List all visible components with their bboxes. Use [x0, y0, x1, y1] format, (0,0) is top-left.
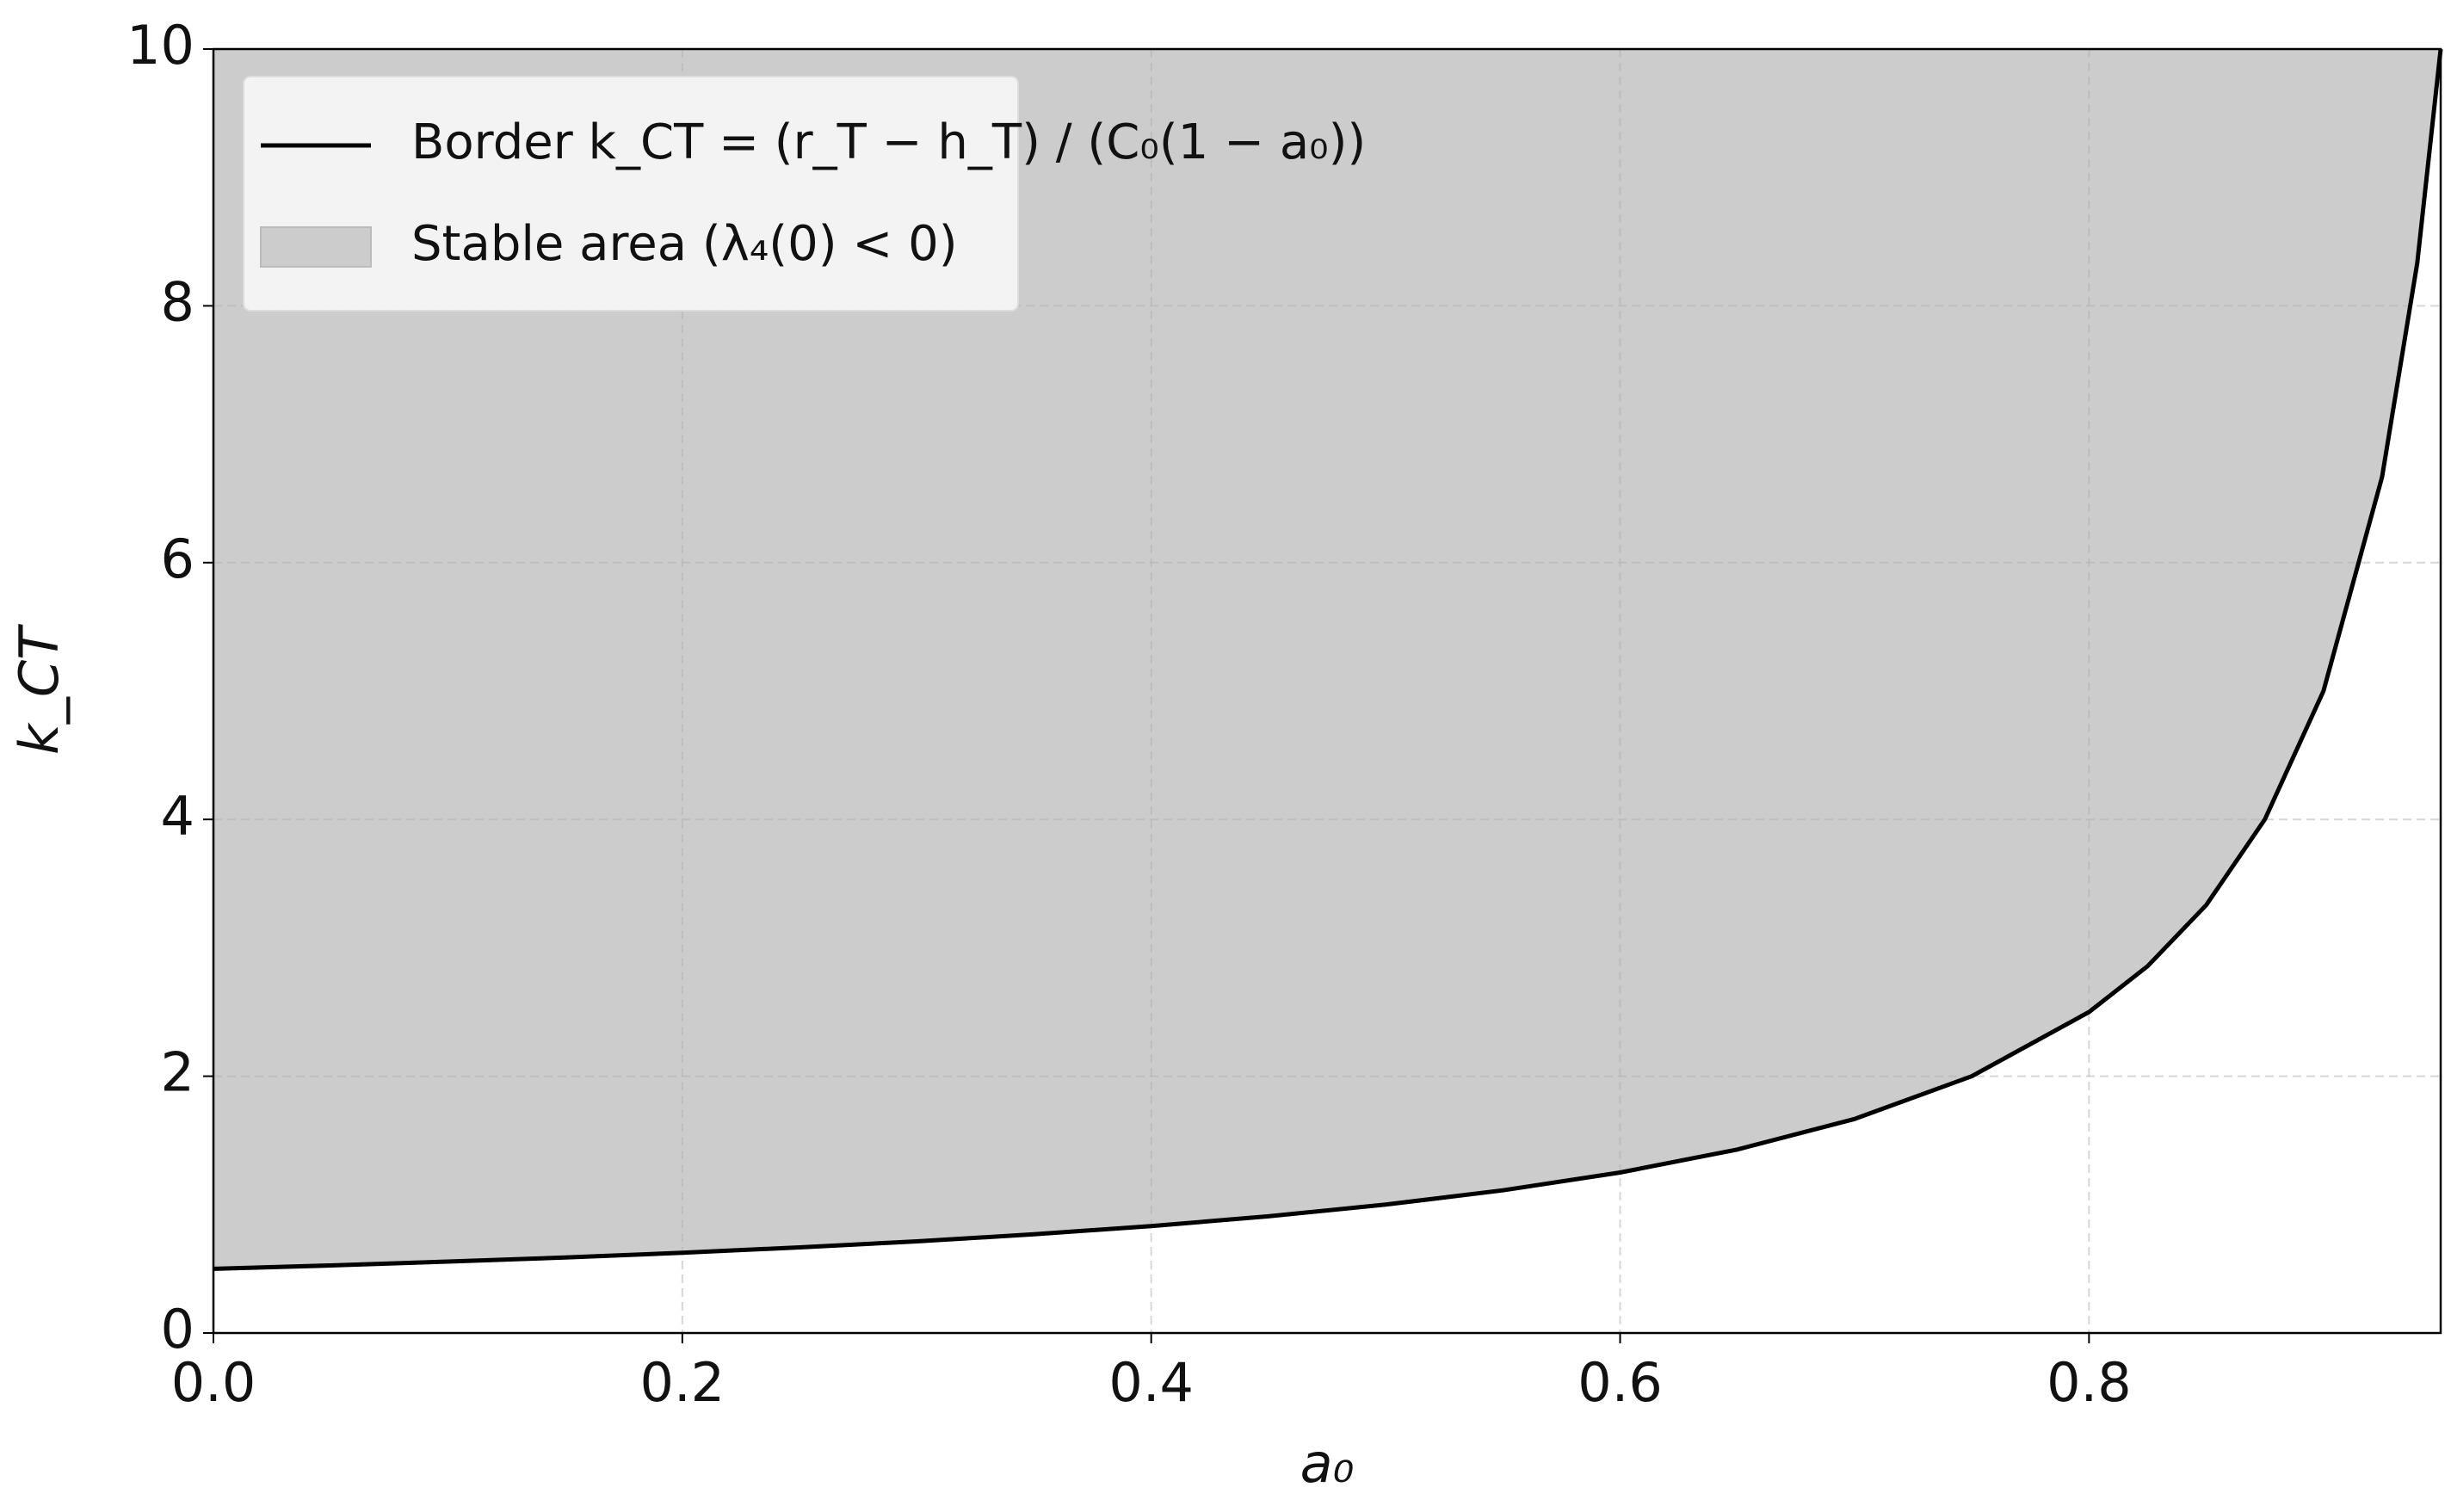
y-tick-label: 8	[161, 270, 194, 333]
x-tick-label: 0.2	[640, 1351, 725, 1414]
x-axis-label: a₀	[1300, 1432, 1355, 1495]
legend-swatch	[260, 226, 372, 268]
border-line	[213, 48, 2443, 1271]
y-tick-label: 6	[161, 528, 194, 590]
x-tick-label: 0.8	[2047, 1351, 2132, 1414]
stable-area	[213, 49, 2441, 1269]
y-tick-label: 4	[161, 784, 194, 847]
y-tick-label: 10	[127, 14, 194, 77]
legend-label: Stable area (λ₄(0) < 0)	[411, 216, 958, 272]
x-tick-label: 0.4	[1108, 1351, 1194, 1414]
x-tick-label: 0.6	[1577, 1351, 1663, 1414]
y-tick-label: 0	[161, 1298, 194, 1361]
plot-frame	[212, 47, 2442, 1335]
y-tick-label: 2	[161, 1041, 194, 1104]
y-axis-label: k_CT	[8, 624, 71, 755]
x-tick-label: 0.0	[171, 1351, 256, 1414]
legend-label: Border k_CT = (r_T − h_T) / (C₀(1 − a₀))	[411, 114, 1366, 170]
legend-box	[243, 76, 1019, 312]
